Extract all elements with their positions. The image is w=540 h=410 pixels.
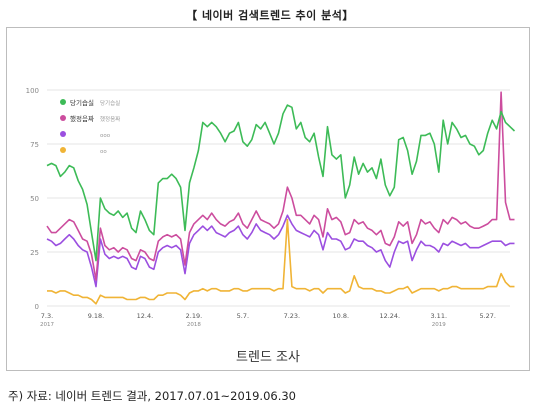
series-line-3 — [46, 214, 515, 288]
x-tick-label: 5.7. — [237, 312, 249, 320]
x-tick-label: 2.19. — [186, 312, 203, 320]
legend-marker — [60, 147, 66, 153]
series-line-4 — [47, 218, 515, 305]
legend-marker — [60, 99, 66, 105]
x-tick-label: 12.4. — [137, 312, 154, 320]
legend-sublabel: oo — [100, 149, 107, 155]
series-line-2 — [46, 91, 515, 281]
x-tick-label: 12.24. — [379, 312, 400, 320]
x-tick-label: 7.3. — [41, 312, 53, 320]
series-line-1 — [46, 104, 516, 262]
y-tick-label: 75 — [30, 141, 39, 149]
y-tick-label: 0 — [35, 303, 39, 311]
x-tick-label: 5.27. — [479, 312, 496, 320]
trend-line-chart: 0 25 50 75 100 7.3. 2017 9.18. 12.4. 2.19. 2018 5.7… — [26, 87, 516, 328]
figure-title: 【 네이버 검색트렌드 추이 분석】 — [186, 9, 354, 22]
x-tick-label: 9.18. — [88, 312, 105, 320]
chart-caption: 트렌드 조사 — [236, 350, 300, 365]
x-tick-year-label: 2019 — [432, 322, 446, 328]
legend-sublabel: ooo — [100, 133, 111, 139]
x-tick-label: 3.11. — [430, 312, 447, 320]
legend-sublabel: 했정음짜 — [100, 115, 120, 123]
x-tick-year-label: 2017 — [40, 322, 54, 328]
source-note: 주) 자료: 네이버 트렌드 결과, 2017.07.01~2019.06.30 — [8, 389, 296, 403]
x-tick-year-label: 2018 — [187, 322, 201, 328]
x-tick-label: 10.8. — [333, 312, 350, 320]
legend-marker — [60, 115, 66, 121]
y-tick-label: 25 — [30, 249, 39, 257]
y-tick-label: 50 — [30, 195, 39, 203]
legend-label: 했정음짜 — [70, 114, 94, 123]
legend-marker — [60, 131, 66, 137]
chart-frame: 0 25 50 75 100 7.3. 2017 9.18. 12.4. 2.19. 2018 5.7… — [6, 27, 530, 371]
y-tick-label: 100 — [26, 87, 39, 95]
x-tick-label: 7.23. — [284, 312, 301, 320]
legend-sublabel: 당기습실 — [100, 99, 120, 107]
legend-label: 당기습실 — [70, 98, 94, 107]
